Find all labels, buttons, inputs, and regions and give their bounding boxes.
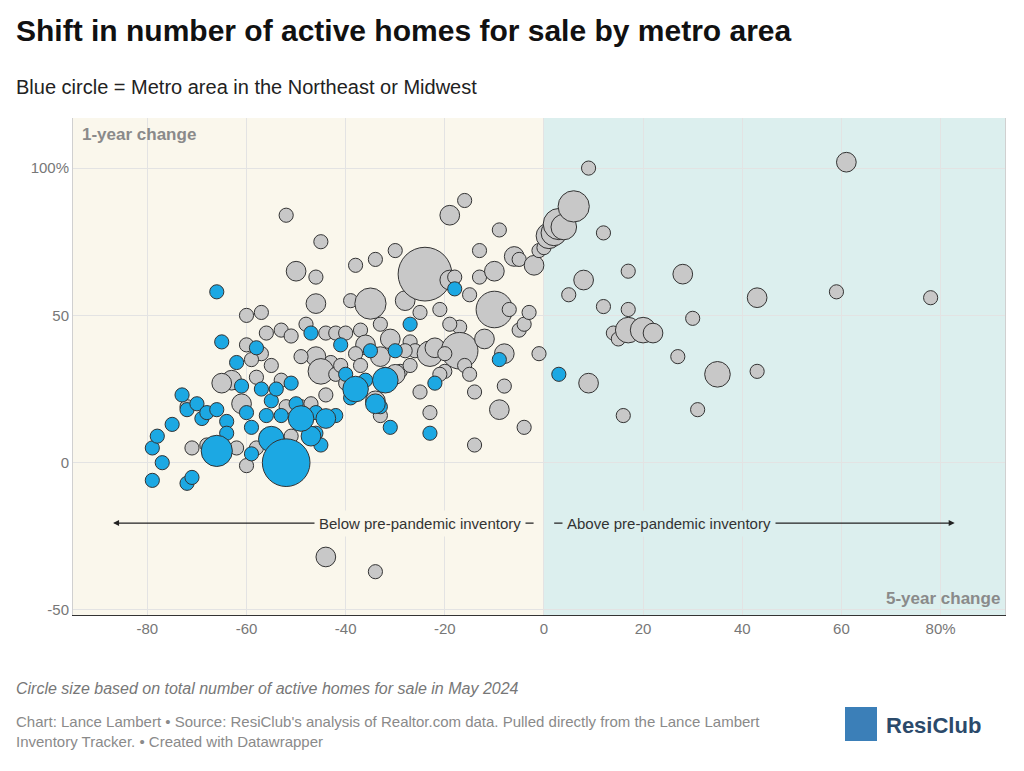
- svg-text:5-year change: 5-year change: [886, 589, 1000, 608]
- html-text:Blue circle = Metro area in th: Blue circle = Metro area in the Northeas…: [16, 76, 477, 98]
- svg-text:-80: -80: [137, 620, 159, 637]
- svg-text:50: 50: [52, 307, 69, 324]
- svg-text:Above pre-pandemic inventory: Above pre-pandemic inventory: [567, 515, 771, 532]
- svg-text:0: 0: [61, 454, 69, 471]
- svg-text:-20: -20: [434, 620, 456, 637]
- svg-text:40: 40: [734, 620, 751, 637]
- svg-text:0: 0: [540, 620, 548, 637]
- html-text:Shift in number of active home: Shift in number of active homes for sale…: [16, 14, 792, 47]
- svg-text:60: 60: [833, 620, 850, 637]
- svg-text:20: 20: [635, 620, 652, 637]
- html-text:Chart: Lance Lambert • Source:: Chart: Lance Lambert • Source: ResiClub'…: [16, 713, 760, 750]
- svg-text:-50: -50: [47, 601, 69, 618]
- svg-text:100%: 100%: [31, 159, 69, 176]
- html-text:Circle size based on total num: Circle size based on total number of act…: [16, 680, 519, 697]
- svg-text:-40: -40: [335, 620, 357, 637]
- svg-text:1-year change: 1-year change: [82, 125, 196, 144]
- html-text:ResiClub: ResiClub: [886, 713, 982, 738]
- svg-text:Below pre-pandemic inventory: Below pre-pandemic inventory: [319, 515, 521, 532]
- svg-text:-60: -60: [236, 620, 258, 637]
- svg-text:80%: 80%: [926, 620, 956, 637]
